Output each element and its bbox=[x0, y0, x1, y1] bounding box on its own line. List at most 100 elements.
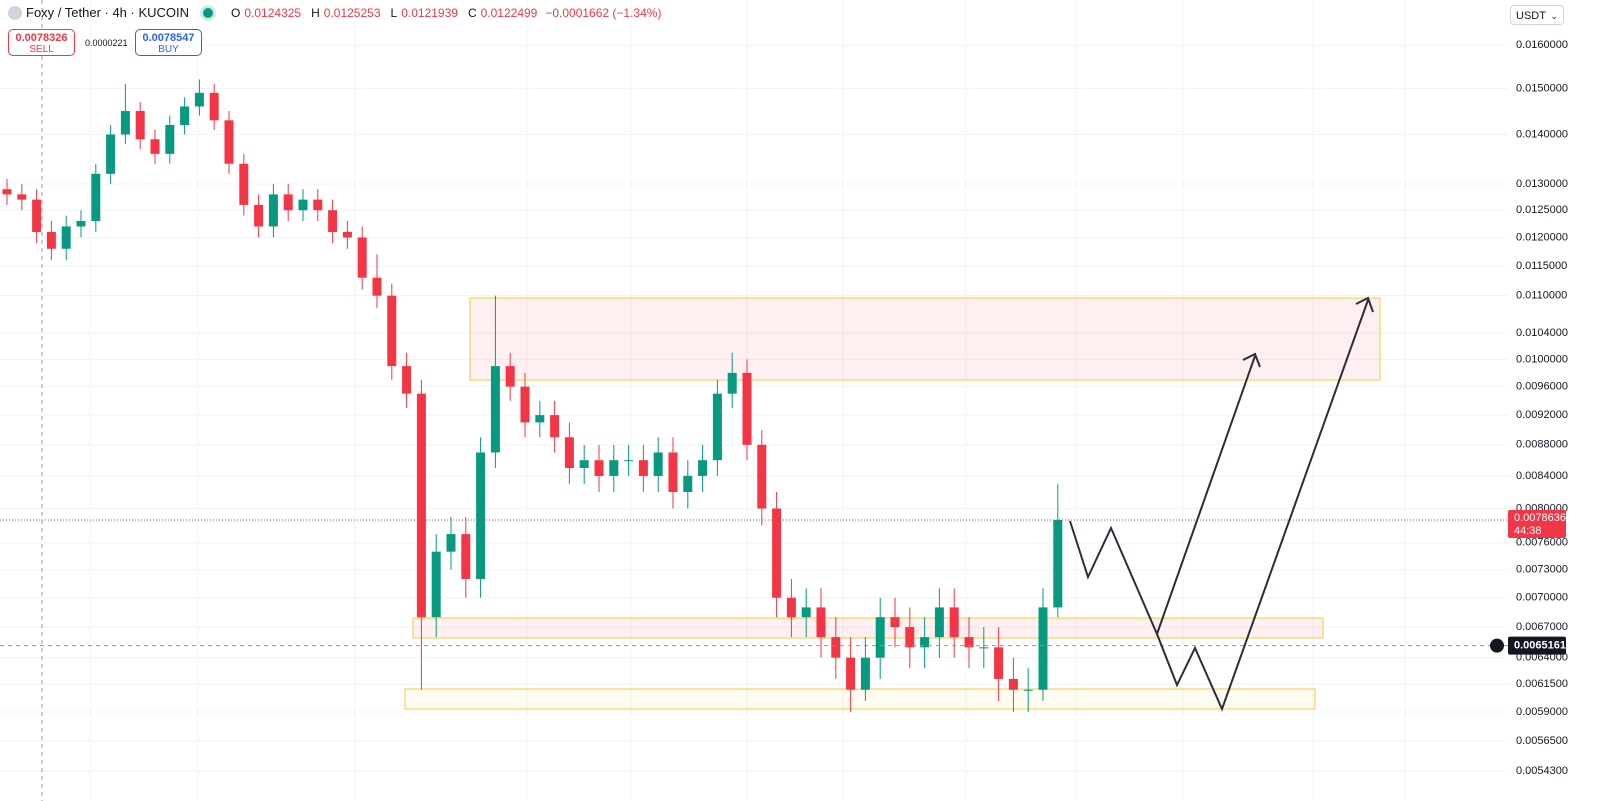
candle-body bbox=[165, 124, 175, 154]
candle-body bbox=[61, 226, 71, 249]
y-tick-label: 0.0104000 bbox=[1516, 327, 1568, 339]
symbol-logo bbox=[8, 5, 22, 20]
candle-body bbox=[120, 111, 130, 135]
candle-body bbox=[461, 534, 471, 579]
high-label: H bbox=[311, 5, 320, 20]
candle-body bbox=[254, 204, 264, 227]
candle-body bbox=[1023, 689, 1033, 691]
candle-body bbox=[17, 194, 27, 200]
add-alert-button bbox=[1490, 638, 1504, 653]
candle-body bbox=[91, 173, 101, 222]
market-status[interactable] bbox=[203, 7, 214, 18]
candle-body bbox=[964, 637, 974, 648]
candle-body bbox=[342, 231, 352, 238]
sell-label: SELL bbox=[29, 44, 54, 55]
candle-body bbox=[653, 452, 663, 476]
crosshair-price-label: 0.0065161 bbox=[1514, 640, 1566, 652]
candle-body bbox=[520, 386, 530, 423]
buy-price: 0.0078547 bbox=[142, 32, 195, 44]
candle-body bbox=[831, 637, 841, 658]
countdown-label: 44:38 bbox=[1514, 525, 1542, 537]
candle-body bbox=[2, 189, 12, 195]
candle-body bbox=[328, 210, 338, 232]
y-tick-label: 0.0130000 bbox=[1516, 178, 1568, 190]
candle-body bbox=[1038, 607, 1048, 690]
candle-body bbox=[772, 508, 782, 598]
last-price-tag bbox=[1508, 510, 1566, 539]
y-tick-label: 0.0076000 bbox=[1516, 537, 1568, 549]
resistance-zone bbox=[469, 297, 1381, 381]
candle-body bbox=[609, 460, 619, 476]
candle-body bbox=[727, 372, 737, 394]
close-value: 0.0122499 bbox=[480, 5, 538, 20]
candle-body bbox=[535, 415, 545, 423]
candle-body bbox=[801, 607, 811, 618]
currency-select[interactable]: USDT ⌄ bbox=[1510, 5, 1564, 25]
candle-body bbox=[357, 237, 367, 278]
y-tick-label: 0.0150000 bbox=[1516, 82, 1568, 94]
candle-body bbox=[446, 534, 456, 552]
candle-body bbox=[668, 452, 678, 493]
candle-body bbox=[194, 92, 204, 107]
y-tick-label: 0.0092000 bbox=[1516, 409, 1568, 421]
change-value: −0.0001662 (−1.34%) bbox=[545, 5, 662, 20]
candle-body bbox=[786, 597, 796, 618]
dropdown-caret: ⌄ bbox=[1550, 11, 1558, 21]
projection-drawing bbox=[1069, 296, 1374, 712]
candle-body bbox=[224, 120, 234, 164]
candle-body bbox=[402, 366, 412, 394]
y-tick-label: 0.0160000 bbox=[1516, 39, 1568, 51]
open-label: O bbox=[231, 5, 241, 20]
price-axis bbox=[1508, 0, 1599, 801]
candle-body bbox=[979, 647, 989, 649]
candle-body bbox=[905, 627, 915, 648]
candle-body bbox=[920, 637, 930, 648]
candle-body bbox=[742, 372, 752, 445]
y-tick-label: 0.0120000 bbox=[1516, 231, 1568, 243]
candle-body bbox=[32, 199, 42, 232]
candle-body bbox=[890, 617, 900, 628]
candle-body bbox=[949, 607, 959, 638]
candle-body bbox=[594, 460, 604, 476]
sell-button[interactable]: 0.0078326 SELL bbox=[8, 29, 75, 56]
y-tick-label: 0.0100000 bbox=[1516, 353, 1568, 365]
candle-body bbox=[846, 657, 856, 690]
candle-body bbox=[683, 475, 693, 493]
candle-body bbox=[76, 221, 86, 227]
y-tick-label: 0.0115000 bbox=[1516, 260, 1567, 272]
last-price-label: 0.0078636 bbox=[1514, 512, 1566, 524]
crosshair-tag bbox=[1508, 636, 1566, 655]
low-label: L bbox=[390, 5, 398, 20]
candle-body bbox=[283, 194, 293, 211]
y-tick-label: 0.0061500 bbox=[1516, 678, 1568, 690]
currency-label: USDT bbox=[1516, 10, 1546, 22]
symbol-header: Foxy / Tether · 4h · KUCOIN O 0.0124325 H… bbox=[8, 5, 661, 20]
candle-body bbox=[816, 607, 826, 638]
candle-body bbox=[712, 393, 722, 461]
candle-body bbox=[180, 106, 190, 125]
symbol-name[interactable]: Foxy / Tether · 4h · KUCOIN bbox=[26, 5, 190, 20]
candle-body bbox=[1008, 678, 1018, 690]
demand-zone bbox=[404, 688, 1316, 710]
candle-body bbox=[150, 139, 160, 154]
candle-body bbox=[46, 231, 56, 249]
high-value: 0.0125253 bbox=[323, 5, 381, 20]
y-tick-label: 0.0054300 bbox=[1516, 765, 1568, 777]
spread: 0.0000221 bbox=[85, 38, 128, 48]
candle-body bbox=[431, 551, 441, 618]
close-label: C bbox=[467, 5, 477, 20]
buy-button[interactable]: 0.0078547 BUY bbox=[135, 29, 202, 56]
y-tick-label: 0.0059000 bbox=[1516, 706, 1568, 718]
candle-body bbox=[875, 617, 885, 658]
y-tick-label: 0.0067000 bbox=[1516, 621, 1568, 633]
candle-body bbox=[387, 295, 397, 367]
y-tick-label: 0.0070000 bbox=[1516, 592, 1568, 604]
candle-body bbox=[505, 366, 515, 387]
candle-body bbox=[298, 199, 308, 211]
candle-body bbox=[757, 444, 767, 509]
y-tick-label: 0.0110000 bbox=[1516, 290, 1567, 302]
candle-body bbox=[579, 460, 589, 469]
